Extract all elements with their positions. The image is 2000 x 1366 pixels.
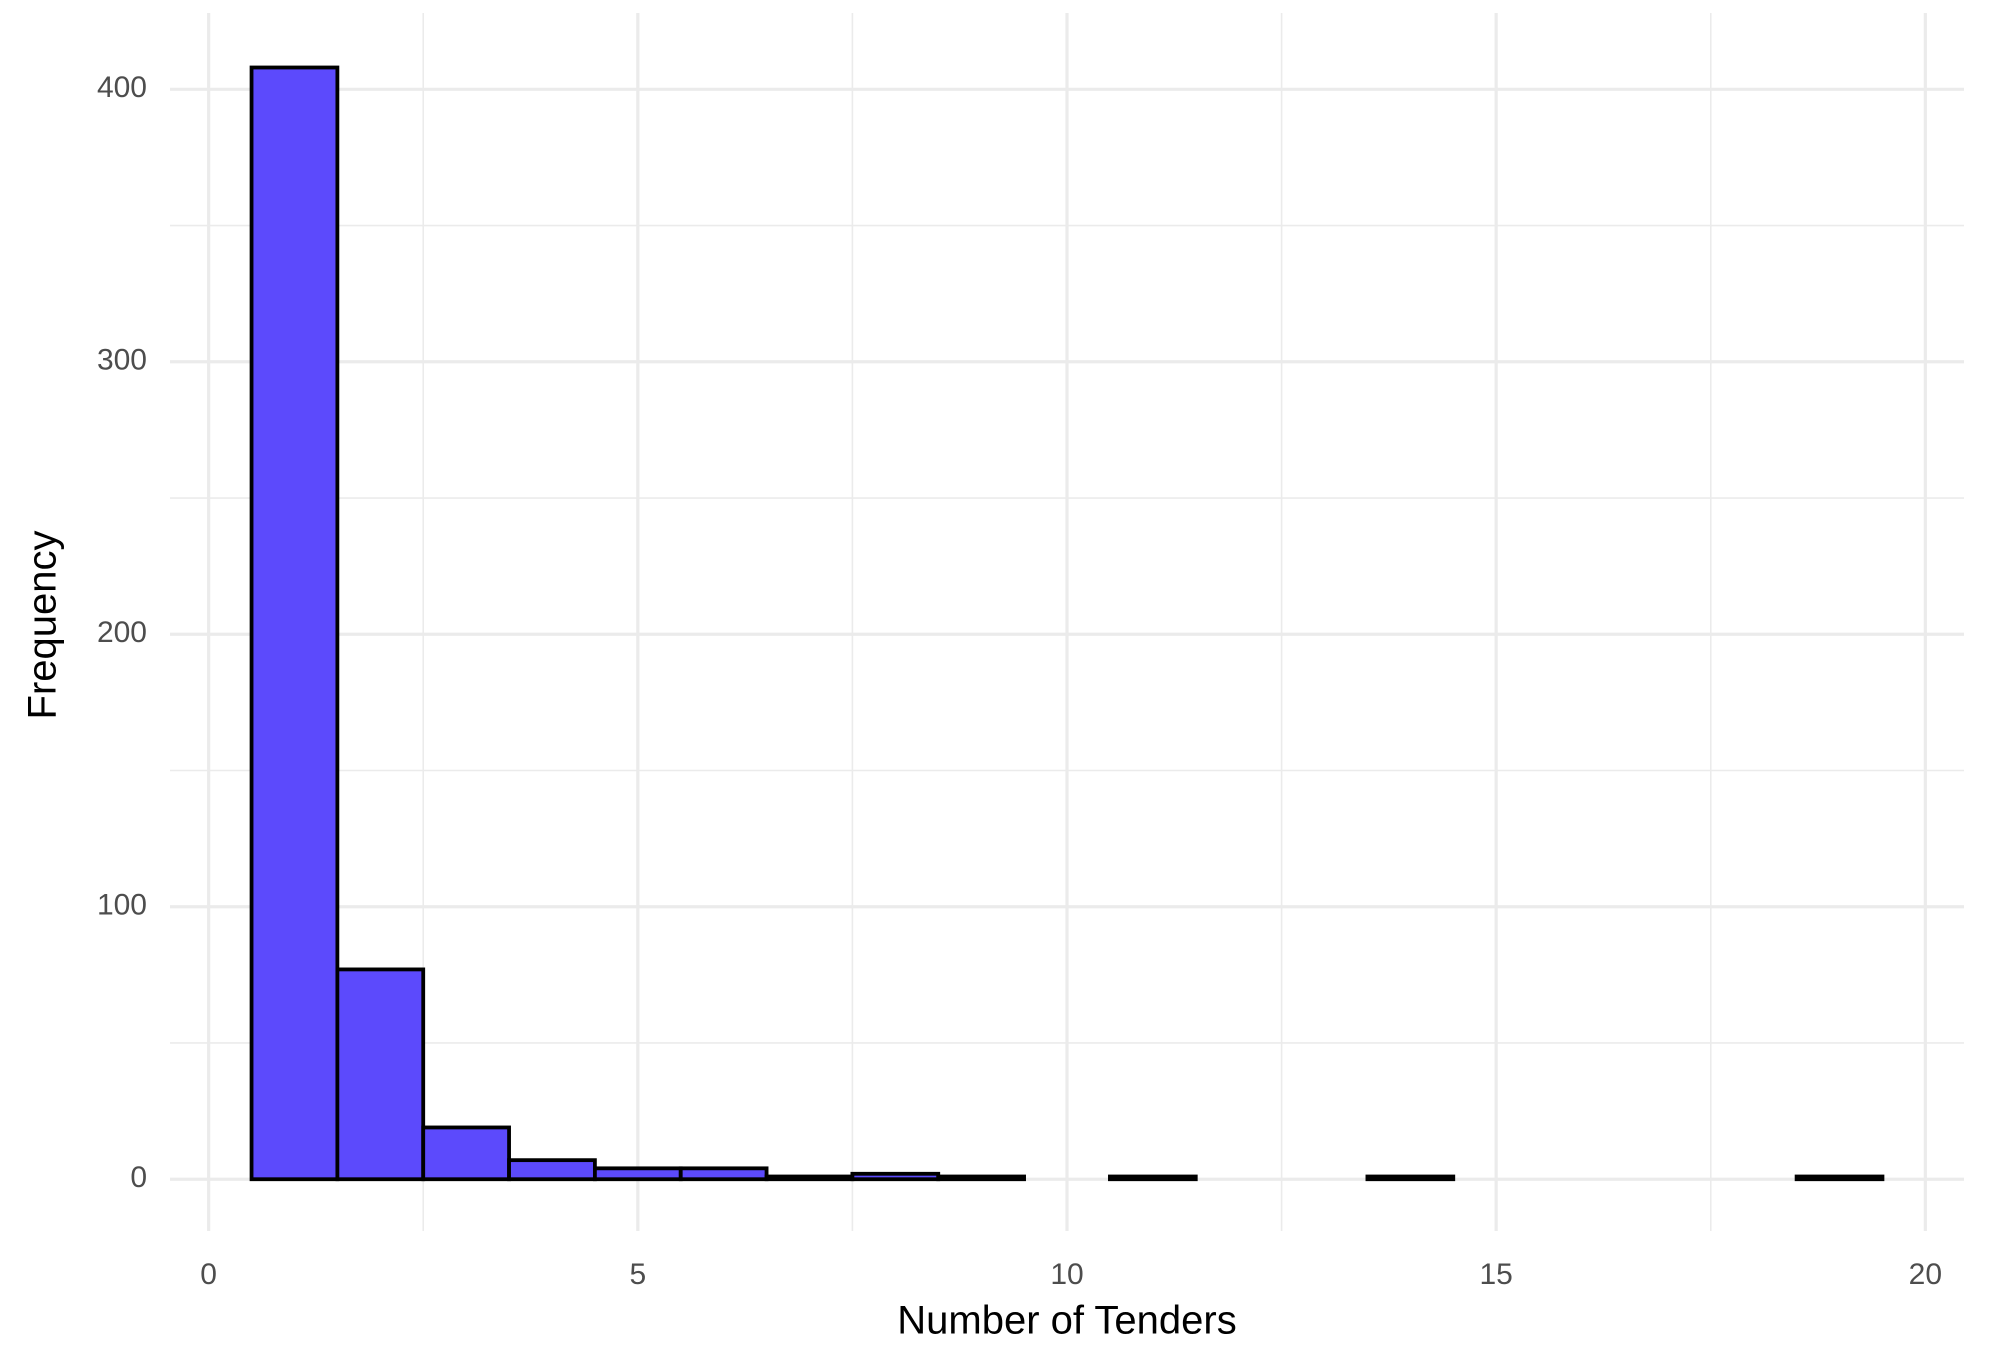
- bar: [764, 1174, 855, 1182]
- bar: [421, 1125, 511, 1182]
- x-tick-label: 0: [200, 1258, 217, 1291]
- bar: [1108, 1174, 1198, 1182]
- bar: [592, 1166, 683, 1182]
- y-tick-label: 300: [97, 344, 147, 377]
- bar: [678, 1166, 769, 1182]
- bar: [850, 1171, 941, 1182]
- bar: [507, 1158, 597, 1182]
- y-tick-label: 400: [97, 71, 147, 104]
- x-tick-label: 15: [1479, 1258, 1512, 1291]
- x-axis-title: Number of Tenders: [897, 1299, 1236, 1343]
- bar: [335, 967, 426, 1182]
- bar: [1365, 1174, 1456, 1182]
- y-tick-label: 0: [130, 1161, 147, 1194]
- bar: [936, 1174, 1026, 1182]
- x-tick-label: 10: [1050, 1258, 1083, 1291]
- y-tick-label: 100: [97, 889, 147, 922]
- y-tick-label: 200: [97, 616, 147, 649]
- x-tick-label: 5: [629, 1258, 646, 1291]
- bar: [249, 65, 340, 1182]
- bar: [1794, 1174, 1885, 1182]
- y-axis-title: Frequency: [21, 531, 65, 720]
- x-tick-label: 20: [1909, 1258, 1942, 1291]
